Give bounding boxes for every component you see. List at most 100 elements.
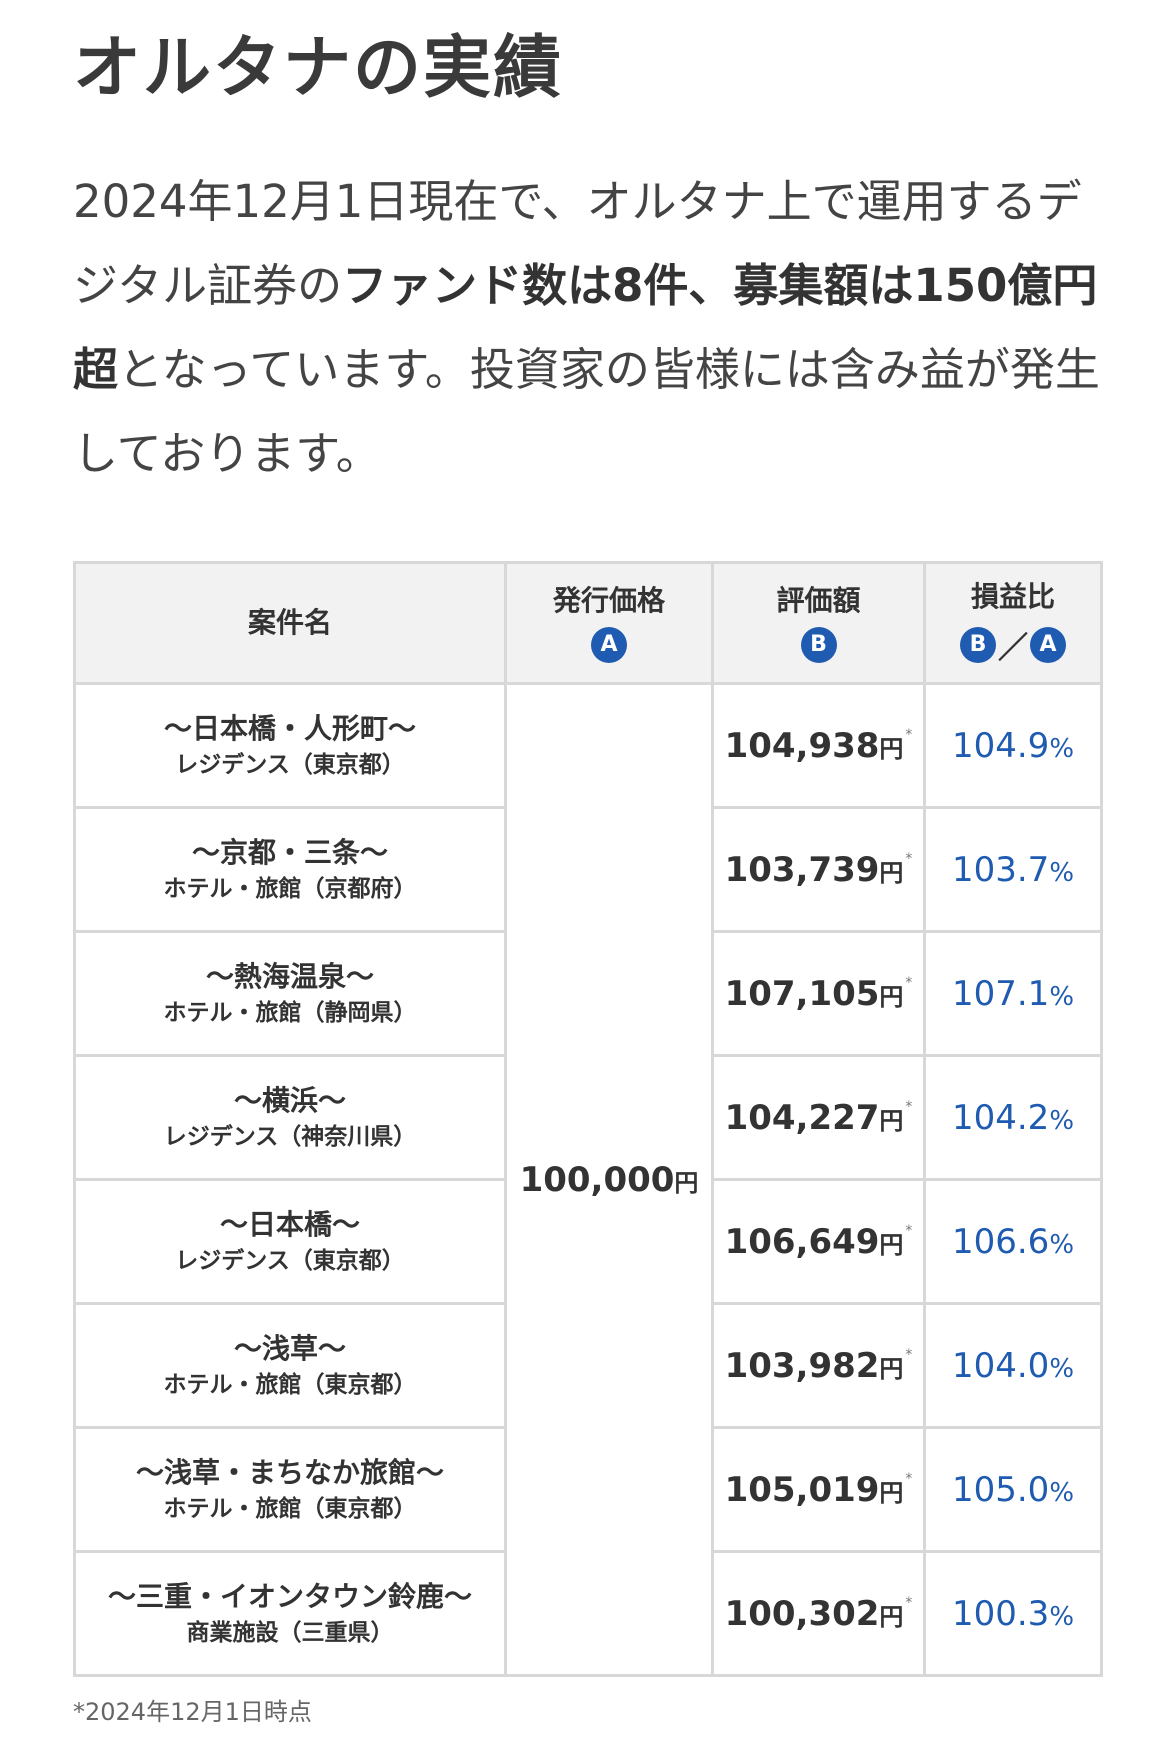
performance-table: 案件名 発行価格 A 評価額 B 損益比 B ／ A 〜日本橋・人形町〜 レジデンス… [73,561,1103,1677]
valuation-value: 104,227 [724,1097,880,1138]
fund-name: 〜三重・イオンタウン鈴鹿〜 [107,1579,472,1613]
percent-unit: % [1049,857,1075,888]
header-ratio: 損益比 B ／ A [923,561,1103,685]
ratio-cell: 104.2% [923,1054,1103,1181]
valuation-value: 103,982 [724,1345,880,1386]
percent-unit: % [1049,1105,1075,1136]
ratio-cell: 105.0% [923,1426,1103,1553]
yen-unit: 円 [879,734,904,763]
fund-name: 〜横浜〜 [233,1083,346,1117]
fund-category: レジデンス（東京都） [175,1247,405,1274]
percent-unit: % [1049,1601,1075,1632]
intro-highlight: ファンド数は8件、募集額は150億円超 [73,259,1098,396]
ratio-value: 106.6 [951,1221,1050,1262]
intro-part1: 2024年12月1日現在で、オルタナ上で運用するデジタル証券の [73,175,1082,312]
issue-price-cell: 100,000円 [504,682,714,1677]
ratio-value: 103.7 [951,849,1050,890]
yen-unit: 円 [879,1354,904,1383]
fund-name-cell: 〜横浜〜 レジデンス（神奈川県） [73,1054,507,1181]
table-row: 〜日本橋・人形町〜 レジデンス（東京都） 100,000円 104,938円 * … [73,682,1103,1677]
mark-a-icon: A [591,627,627,663]
header-name: 案件名 [73,561,507,685]
table-row: 〜三重・イオンタウン鈴鹿〜 商業施設（三重県） 100,302円 * 100.3% [73,1550,1103,1677]
fund-name-cell: 〜日本橋・人形町〜 レジデンス（東京都） [73,682,507,809]
percent-unit: % [1049,1229,1075,1260]
footnote-star: * [905,1470,913,1487]
ratio-slash: ／ [998,631,1028,666]
ratio-cell: 103.7% [923,806,1103,933]
table-row: 〜京都・三条〜 ホテル・旅館（京都府） 103,739円 * 103.7% [73,806,1103,933]
fund-category: ホテル・旅館（東京都） [163,1495,417,1522]
fund-category: 商業施設（三重県） [186,1619,394,1646]
table-row: 〜熱海温泉〜 ホテル・旅館（静岡県） 107,105円 * 107.1% [73,930,1103,1057]
footnote-star: * [905,1594,913,1611]
intro-part2: となっています。投資家の皆様には含み益が発生しております。 [73,343,1100,480]
footnote-star: * [905,1222,913,1239]
fund-category: ホテル・旅館（静岡県） [163,999,417,1026]
footnote: *2024年12月1日時点 [73,1698,312,1726]
fund-name: 〜浅草・まちなか旅館〜 [135,1455,444,1489]
ratio-cell: 100.3% [923,1550,1103,1677]
fund-name: 〜京都・三条〜 [191,835,388,869]
fund-category: レジデンス（神奈川県） [163,1123,417,1150]
fund-name-cell: 〜熱海温泉〜 ホテル・旅館（静岡県） [73,930,507,1057]
fund-name-cell: 〜浅草・まちなか旅館〜 ホテル・旅館（東京都） [73,1426,507,1553]
valuation-cell: 106,649円 * [711,1178,926,1305]
fund-name-cell: 〜三重・イオンタウン鈴鹿〜 商業施設（三重県） [73,1550,507,1677]
issue-price-value: 100,000 [519,1159,675,1200]
yen-unit: 円 [879,1602,904,1631]
mark-b-icon: B [960,627,996,663]
ratio-value: 100.3 [951,1593,1050,1634]
header-issue-label: 発行価格 [552,584,665,617]
page-title: オルタナの実績 [73,29,564,108]
fund-name: 〜日本橋・人形町〜 [163,711,416,745]
fund-category: ホテル・旅館（京都府） [163,875,417,902]
valuation-value: 104,938 [724,725,880,766]
valuation-cell: 103,982円 * [711,1302,926,1429]
header-ratio-label: 損益比 [970,580,1055,613]
yen-unit: 円 [879,1478,904,1507]
valuation-cell: 105,019円 * [711,1426,926,1553]
mark-b-icon: B [800,627,837,663]
table-row: 〜浅草〜 ホテル・旅館（東京都） 103,982円 * 104.0% [73,1302,1103,1429]
footnote-star: * [905,726,913,743]
intro-text: 2024年12月1日現在で、オルタナ上で運用するデジタル証券のファンド数は8件、… [73,160,1103,496]
ratio-value: 104.9 [951,725,1050,766]
fund-name: 〜日本橋〜 [219,1207,360,1241]
yen-unit: 円 [879,1230,904,1259]
valuation-value: 107,105 [724,973,880,1014]
fund-category: レジデンス（東京都） [175,751,405,778]
percent-unit: % [1049,1353,1075,1384]
ratio-value: 107.1 [951,973,1050,1014]
yen-unit: 円 [879,982,904,1011]
fund-name-cell: 〜京都・三条〜 ホテル・旅館（京都府） [73,806,507,933]
fund-name: 〜浅草〜 [233,1331,346,1365]
table-row: 〜日本橋〜 レジデンス（東京都） 106,649円 * 106.6% [73,1178,1103,1305]
valuation-cell: 104,938円 * [711,682,926,809]
valuation-value: 103,739 [724,849,880,890]
yen-unit: 円 [879,1106,904,1135]
fund-name: 〜熱海温泉〜 [205,959,374,993]
table-row: 〜横浜〜 レジデンス（神奈川県） 104,227円 * 104.2% [73,1054,1103,1181]
header-name-label: 案件名 [247,606,332,639]
footnote-star: * [905,850,913,867]
valuation-cell: 103,739円 * [711,806,926,933]
footnote-star: * [905,1098,913,1115]
yen-unit: 円 [674,1168,699,1197]
header-valuation: 評価額 B [711,561,926,685]
ratio-cell: 106.6% [923,1178,1103,1305]
ratio-value: 104.0 [951,1345,1050,1386]
header-issue-price: 発行価格 A [504,561,714,685]
ratio-cell: 104.9% [923,682,1103,809]
percent-unit: % [1049,1477,1075,1508]
percent-unit: % [1049,733,1075,764]
valuation-value: 100,302 [724,1593,880,1634]
fund-name-cell: 〜浅草〜 ホテル・旅館（東京都） [73,1302,507,1429]
ratio-cell: 104.0% [923,1302,1103,1429]
mark-a-icon: A [1030,627,1066,663]
table-header-row: 案件名 発行価格 A 評価額 B 損益比 B ／ A [73,561,1103,685]
footnote-star: * [905,1346,913,1363]
valuation-value: 106,649 [724,1221,880,1262]
ratio-value: 104.2 [951,1097,1050,1138]
valuation-value: 105,019 [724,1469,880,1510]
